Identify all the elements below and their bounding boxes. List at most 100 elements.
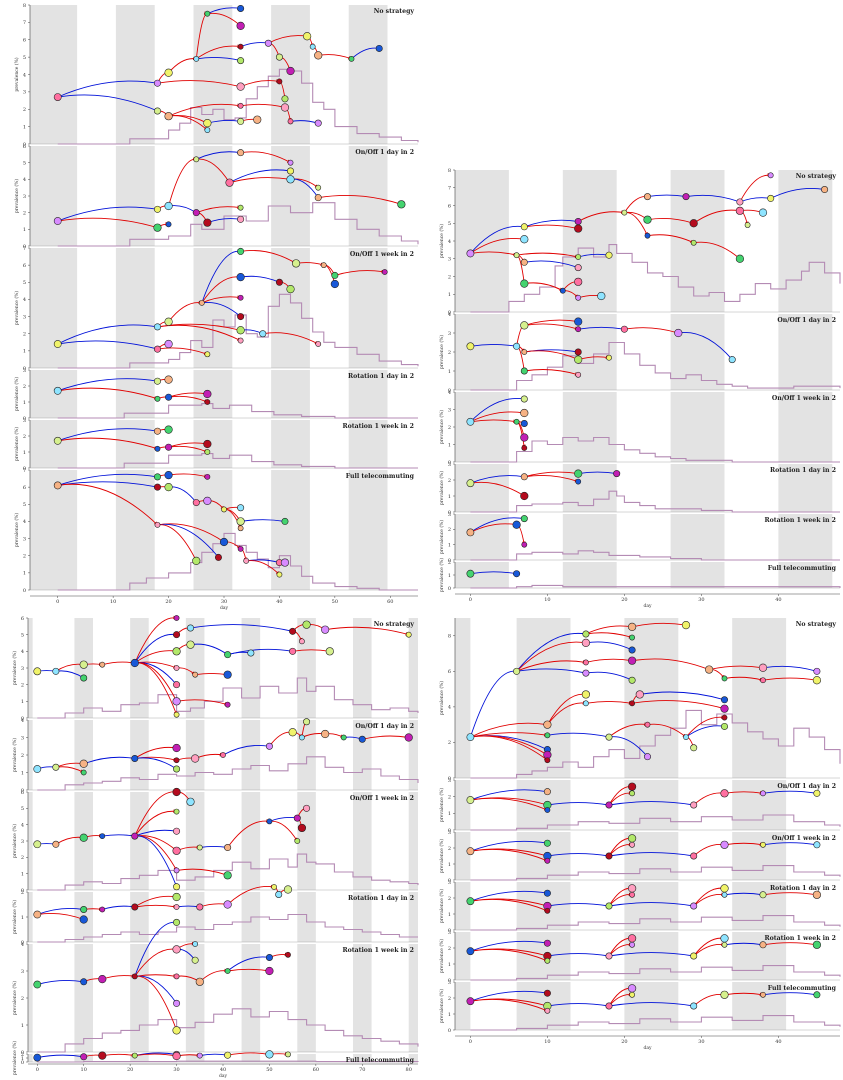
- infection-node: [286, 285, 295, 294]
- prevalence-line: [470, 550, 840, 561]
- transmission-arrow: [470, 890, 548, 902]
- transmission-arrow: [57, 387, 158, 400]
- infection-node: [259, 330, 267, 338]
- infection-node: [544, 907, 551, 914]
- transmission-arrow: [57, 378, 158, 392]
- y-tick-label: 6: [21, 790, 24, 796]
- transmission-arrow: [227, 955, 270, 972]
- shade-band: [455, 514, 509, 560]
- infection-node: [320, 262, 327, 269]
- transmission-arrow: [134, 835, 178, 888]
- infection-node: [243, 557, 250, 564]
- y-axis-title: prevalence (%): [13, 179, 20, 214]
- infection-node: [621, 209, 628, 216]
- infection-node: [153, 79, 161, 87]
- infection-node: [543, 839, 551, 847]
- infection-node: [153, 473, 161, 481]
- transmission-arrow: [693, 791, 725, 806]
- transmission-arrow: [624, 212, 648, 237]
- panel-label: Full telecommuting: [768, 565, 837, 572]
- transmission-arrow: [524, 260, 579, 269]
- y-tick-label: 3: [23, 90, 26, 96]
- infection-node: [348, 55, 355, 62]
- transmission-arrow: [470, 789, 548, 801]
- y-tick-label: 1: [448, 962, 451, 968]
- infection-node: [583, 659, 589, 666]
- shade-band: [185, 792, 205, 890]
- y-tick-label: 1: [21, 1023, 24, 1029]
- y-tick-label: 0: [23, 244, 26, 250]
- infection-node: [466, 897, 475, 906]
- infection-node: [812, 940, 822, 949]
- infection-node: [812, 676, 822, 685]
- infection-node: [744, 222, 751, 228]
- infection-node: [153, 323, 161, 331]
- transmission-arrow: [240, 250, 297, 264]
- transmission-arrow: [470, 999, 548, 1012]
- infection-node: [98, 1051, 107, 1060]
- infection-node: [196, 844, 203, 851]
- infection-node: [682, 193, 690, 201]
- infection-node: [237, 525, 244, 532]
- infection-node: [264, 39, 272, 47]
- infection-node: [721, 941, 728, 948]
- infection-node: [53, 386, 62, 395]
- transmission-arrow: [762, 665, 818, 673]
- infection-node: [165, 443, 173, 451]
- infection-node: [154, 395, 161, 402]
- shade-band: [193, 5, 233, 144]
- y-tick-label: 2: [21, 682, 24, 688]
- y-tick-label: 4: [21, 822, 24, 828]
- infection-node: [690, 902, 698, 910]
- transmission-arrow: [762, 892, 818, 897]
- transmission-arrow: [470, 344, 517, 348]
- panel-label: Full telecommuting: [768, 985, 837, 992]
- infection-node: [165, 393, 173, 401]
- infection-node: [520, 408, 529, 418]
- panel-0-1: 0 1 2 3 4 5 6 prevalence (%) On/Off 1 day in 2: [13, 144, 419, 250]
- y-tick-label: 6: [448, 669, 451, 675]
- panel-label: On/Off 1 day in 2: [777, 317, 836, 324]
- transmission-arrow: [168, 486, 197, 503]
- prevalence-line: [470, 244, 841, 313]
- prevalence-line: [37, 677, 419, 719]
- infection-node: [683, 734, 689, 741]
- transmission-arrow: [693, 886, 725, 907]
- infection-node: [302, 620, 311, 629]
- transmission-arrow: [547, 853, 610, 858]
- infection-node: [728, 356, 736, 364]
- infection-node: [237, 337, 244, 344]
- transmission-arrow: [57, 340, 158, 351]
- y-tick-label: 6: [23, 144, 26, 150]
- infection-node: [605, 952, 613, 960]
- infection-node: [153, 427, 161, 435]
- infection-node: [606, 354, 612, 361]
- transmission-arrow: [639, 691, 725, 701]
- infection-node: [173, 867, 180, 874]
- infection-node: [173, 999, 181, 1007]
- infection-node: [288, 728, 297, 737]
- y-tick-label: 2: [23, 107, 26, 113]
- transmission-arrow: [157, 324, 241, 342]
- shade-band: [115, 370, 155, 418]
- x-tick-label: 10: [544, 597, 550, 603]
- infection-node: [520, 395, 528, 403]
- transmission-arrow: [199, 845, 228, 849]
- panel-label: On/Off 1 day in 2: [777, 783, 836, 790]
- infection-node: [375, 44, 383, 52]
- shade-band: [562, 392, 617, 462]
- panel-0-0: 0 1 2 3 4 5 6 7 8 prevalence (%) No strategy: [13, 3, 419, 148]
- y-tick-label: 2: [21, 996, 24, 1002]
- transmission-arrow: [608, 722, 648, 738]
- transmission-arrow: [470, 481, 525, 497]
- transmission-arrow: [524, 475, 579, 483]
- panel-label: On/Off 1 week in 2: [772, 395, 836, 402]
- infection-node: [643, 193, 651, 201]
- transmission-arrow: [57, 428, 158, 442]
- y-axis-title: prevalence (%): [11, 738, 18, 773]
- infection-node: [80, 978, 88, 986]
- shade-band: [193, 370, 233, 418]
- y-axis-title: prevalence (%): [438, 558, 445, 593]
- transmission-arrow: [240, 40, 269, 48]
